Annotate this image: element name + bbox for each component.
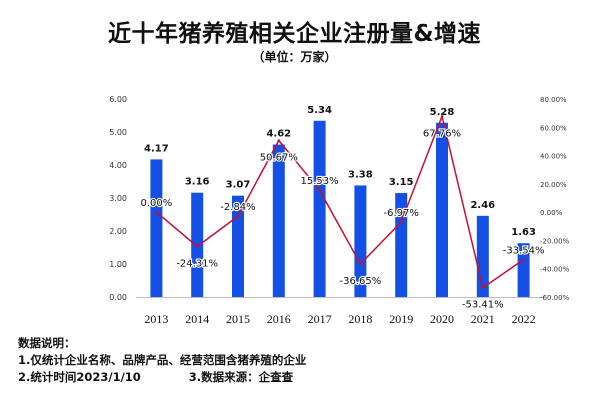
bar bbox=[354, 185, 367, 297]
growth-rate-label: 50.67% bbox=[260, 152, 298, 163]
bar bbox=[191, 192, 204, 297]
growth-rate-point bbox=[196, 245, 199, 248]
notes-line-1: 1.仅统计企业名称、品牌产品、经营范围含猪养殖的企业 bbox=[18, 353, 307, 367]
y-axis-tick-label: 3.00 bbox=[109, 194, 127, 203]
growth-rate-point bbox=[155, 210, 158, 214]
x-axis-tick-label: 2021 bbox=[471, 312, 495, 326]
bar bbox=[517, 243, 530, 297]
bar-value-label: 3.38 bbox=[348, 169, 373, 180]
y2-axis-tick-label: 0.00% bbox=[540, 209, 563, 217]
y2-axis-tick-label: 60.00% bbox=[540, 124, 567, 132]
y-axis-tick-label: 5.00 bbox=[109, 128, 127, 137]
growth-rate-point bbox=[277, 139, 280, 142]
bar bbox=[232, 195, 244, 297]
notes-source: 3.数据来源：企查查 bbox=[188, 370, 294, 384]
x-axis-tick-label: 2015 bbox=[226, 312, 250, 326]
y2-axis-tick-label: -60.00% bbox=[540, 294, 570, 302]
growth-rate-point bbox=[236, 214, 240, 218]
x-axis-tick-label: 2014 bbox=[185, 312, 209, 326]
bar-value-label: 4.62 bbox=[266, 129, 291, 140]
bar-value-label: 3.07 bbox=[226, 180, 251, 191]
y2-axis-tick-label: 40.00% bbox=[540, 153, 567, 161]
bar-value-label: 5.28 bbox=[430, 107, 455, 118]
x-axis-tick-label: 2017 bbox=[308, 312, 332, 326]
growth-rate-point bbox=[318, 188, 321, 192]
bar bbox=[436, 122, 448, 297]
growth-rate-label: 67.76% bbox=[423, 128, 461, 139]
chart-title: 近十年猪养殖相关企业注册量&增速 bbox=[107, 21, 482, 47]
growth-rate-label: -33.54% bbox=[503, 246, 545, 257]
y2-axis-tick-label: 20.00% bbox=[540, 181, 567, 189]
bar-value-label: 3.16 bbox=[185, 177, 210, 188]
growth-rate-label: -24.31% bbox=[176, 259, 218, 270]
bar bbox=[395, 193, 408, 297]
growth-rate-label: -6.97% bbox=[384, 208, 419, 219]
growth-rate-point bbox=[481, 286, 484, 289]
bar-value-label: 2.46 bbox=[470, 200, 495, 211]
notes-heading: 数据说明： bbox=[18, 336, 76, 350]
y-axis-tick-label: 2.00 bbox=[109, 227, 127, 236]
bar-value-label: 1.63 bbox=[511, 227, 536, 238]
bar bbox=[272, 144, 285, 297]
growth-rate-point bbox=[400, 220, 403, 224]
growth-rate-line bbox=[155, 113, 525, 289]
bar-value-label: 3.15 bbox=[389, 177, 414, 188]
y-axis-tick-label: 4.00 bbox=[109, 161, 127, 170]
growth-rate-point bbox=[440, 115, 444, 118]
growth-rate-label: 0.00% bbox=[141, 198, 173, 209]
growth-rate-label: -36.65% bbox=[340, 276, 382, 287]
notes-time: 2.统计时间2023/1/10 bbox=[18, 370, 141, 384]
chart-subtitle: （单位：万家） bbox=[252, 50, 337, 64]
y-axis-tick-label: 1.00 bbox=[109, 260, 127, 269]
growth-rate-label: 15.53% bbox=[301, 176, 339, 187]
y2-axis-tick-label: 80.00% bbox=[540, 96, 567, 104]
bar-value-label: 5.34 bbox=[307, 105, 332, 116]
notes: 数据说明： 1.仅统计企业名称、品牌产品、经营范围含猪养殖的企业 2.统计时间2… bbox=[18, 335, 306, 386]
x-axis-tick-label: 2022 bbox=[512, 312, 536, 326]
x-axis-tick-label: 2013 bbox=[144, 312, 168, 326]
x-axis-tick-label: 2018 bbox=[348, 312, 372, 326]
bar bbox=[150, 159, 163, 297]
x-axis-tick-label: 2020 bbox=[430, 312, 454, 326]
growth-rate-label: -2.84% bbox=[220, 202, 255, 213]
y-axis-tick-label: 6.00 bbox=[109, 95, 127, 104]
notes-line-2: 2.统计时间2023/1/10 3.数据来源：企查查 bbox=[18, 369, 306, 386]
growth-rate-point bbox=[359, 262, 362, 266]
growth-rate-label: -53.41% bbox=[462, 300, 504, 311]
x-axis-tick-label: 2019 bbox=[389, 312, 413, 326]
y2-axis-tick-label: -40.00% bbox=[540, 266, 570, 274]
y-axis-tick-label: 0.00 bbox=[109, 293, 127, 302]
bar bbox=[313, 120, 326, 297]
x-axis-tick-label: 2016 bbox=[267, 312, 291, 326]
bar-value-label: 4.17 bbox=[144, 143, 169, 154]
y2-axis-tick-label: -20.00% bbox=[540, 237, 570, 245]
growth-rate-point bbox=[522, 258, 525, 261]
